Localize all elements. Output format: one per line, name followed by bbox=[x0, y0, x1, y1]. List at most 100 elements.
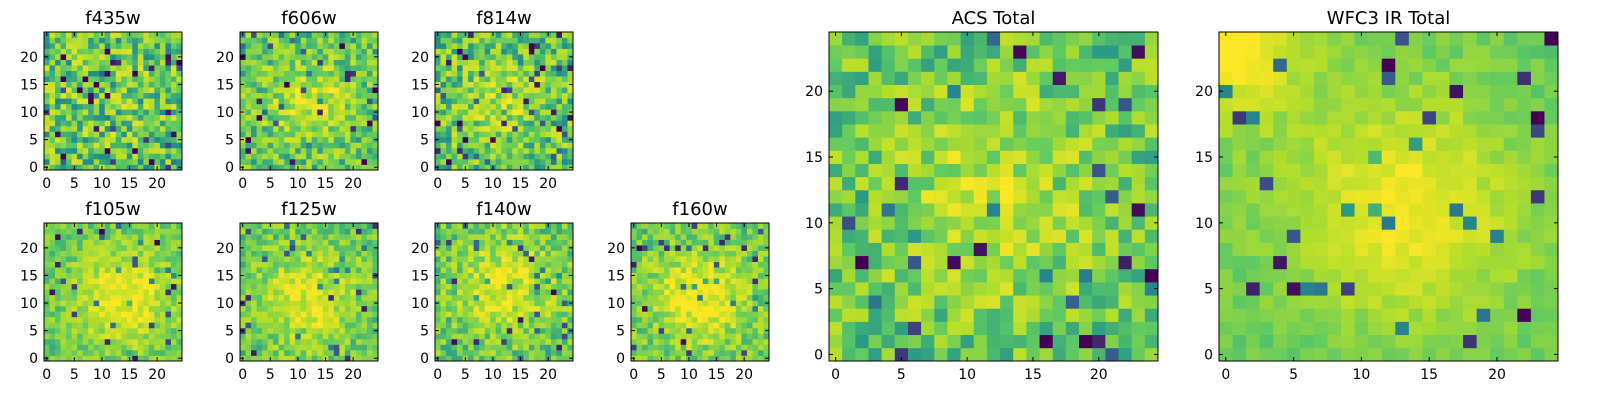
heatmap-cell bbox=[115, 70, 122, 77]
heatmap-cell bbox=[539, 333, 546, 340]
heatmap-cell bbox=[763, 349, 770, 356]
heatmap-cell bbox=[534, 103, 541, 110]
heatmap-cell bbox=[170, 147, 177, 154]
heatmap-cell bbox=[567, 114, 574, 121]
heatmap-cell bbox=[121, 125, 128, 132]
heatmap-cell bbox=[306, 338, 313, 345]
heatmap-cell bbox=[104, 349, 111, 356]
heatmap-cell bbox=[71, 283, 78, 290]
heatmap-cell bbox=[435, 311, 441, 318]
heatmap-cell bbox=[278, 142, 285, 149]
heatmap-cell bbox=[1026, 321, 1040, 336]
heatmap-cell bbox=[708, 305, 715, 312]
heatmap-cell bbox=[71, 316, 78, 323]
heatmap-cell bbox=[528, 109, 535, 116]
heatmap-cell bbox=[328, 300, 335, 307]
heatmap-cell bbox=[104, 164, 111, 171]
heatmap-cell bbox=[730, 316, 737, 323]
heatmap-cell bbox=[300, 81, 307, 88]
heatmap-cell bbox=[154, 327, 161, 334]
heatmap-cell bbox=[490, 147, 497, 154]
heatmap-cell bbox=[256, 32, 263, 38]
heatmap-cell bbox=[82, 349, 89, 356]
heatmap-cell bbox=[523, 311, 530, 318]
heatmap-cell bbox=[44, 239, 50, 246]
heatmap-cell bbox=[457, 131, 463, 138]
heatmap-cell bbox=[82, 136, 89, 143]
heatmap-cell bbox=[355, 245, 362, 251]
heatmap-cell bbox=[512, 338, 519, 345]
heatmap-cell bbox=[653, 316, 659, 323]
heatmap-cell bbox=[93, 294, 100, 301]
heatmap-cell bbox=[170, 76, 177, 83]
heatmap-cell bbox=[355, 338, 362, 345]
heatmap-cell bbox=[148, 338, 155, 345]
x-tick-label: 20 bbox=[344, 367, 362, 383]
heatmap-cell bbox=[479, 120, 486, 127]
heatmap-cell bbox=[66, 300, 72, 307]
heatmap-cell bbox=[561, 125, 568, 132]
heatmap-cell bbox=[855, 203, 869, 217]
heatmap-cell bbox=[126, 147, 133, 154]
heatmap-cell bbox=[240, 228, 246, 235]
heatmap-cell bbox=[501, 120, 508, 127]
heatmap-cell bbox=[1026, 308, 1040, 322]
heatmap-cell bbox=[361, 272, 368, 279]
heatmap-cell bbox=[295, 120, 302, 127]
heatmap-cell bbox=[366, 294, 373, 301]
heatmap-cell bbox=[1092, 295, 1106, 309]
heatmap-cell bbox=[126, 272, 133, 279]
heatmap-cell bbox=[868, 255, 882, 270]
heatmap-cell bbox=[322, 338, 329, 345]
heatmap-cell bbox=[457, 289, 463, 296]
y-tick-label: 15 bbox=[20, 77, 38, 93]
heatmap-cell bbox=[88, 261, 95, 268]
heatmap-cell bbox=[115, 98, 122, 105]
heatmap-cell bbox=[468, 54, 474, 60]
heatmap-cell bbox=[49, 272, 56, 279]
heatmap-cell bbox=[289, 239, 296, 246]
heatmap-cell bbox=[757, 278, 764, 285]
heatmap-cell bbox=[262, 147, 268, 154]
heatmap-cell bbox=[484, 54, 491, 60]
heatmap-cell bbox=[1131, 255, 1146, 270]
heatmap-cell bbox=[300, 125, 307, 132]
heatmap-cell bbox=[170, 103, 177, 110]
heatmap-cell bbox=[55, 283, 61, 290]
heatmap-cell bbox=[539, 311, 546, 318]
heatmap-cell bbox=[960, 347, 975, 362]
heatmap-cell bbox=[881, 189, 896, 204]
heatmap-cell bbox=[435, 256, 441, 262]
heatmap-cell bbox=[88, 98, 95, 105]
heatmap-cell bbox=[724, 272, 731, 279]
heatmap-cell bbox=[451, 344, 458, 351]
heatmap-cell bbox=[567, 338, 574, 345]
heatmap-cell bbox=[289, 267, 296, 274]
heatmap-cell bbox=[501, 322, 508, 329]
heatmap-cell bbox=[642, 261, 648, 268]
heatmap-cell bbox=[741, 228, 748, 235]
heatmap-cell bbox=[295, 322, 302, 329]
heatmap-cell bbox=[440, 338, 447, 345]
heatmap-cell bbox=[534, 48, 541, 55]
heatmap-cell bbox=[642, 333, 648, 340]
heatmap-cell bbox=[306, 344, 313, 351]
heatmap-cell bbox=[355, 98, 362, 105]
heatmap-cell bbox=[115, 349, 122, 356]
heatmap-cell bbox=[462, 261, 469, 268]
heatmap-cell bbox=[60, 261, 67, 268]
heatmap-cell bbox=[361, 289, 368, 296]
heatmap-cell bbox=[1118, 295, 1133, 309]
heatmap-cell bbox=[484, 32, 491, 38]
heatmap-cell bbox=[484, 223, 491, 229]
heatmap-cell bbox=[561, 228, 568, 235]
heatmap-cell bbox=[947, 295, 961, 309]
heatmap-cell bbox=[528, 120, 535, 127]
heatmap-cell bbox=[328, 153, 335, 160]
heatmap-cell bbox=[479, 92, 486, 99]
x-tick-label: 10 bbox=[93, 176, 111, 192]
heatmap-cell bbox=[1000, 229, 1014, 243]
heatmap-cell bbox=[256, 311, 263, 318]
heatmap-cell bbox=[545, 283, 552, 290]
heatmap-cell bbox=[110, 234, 117, 240]
